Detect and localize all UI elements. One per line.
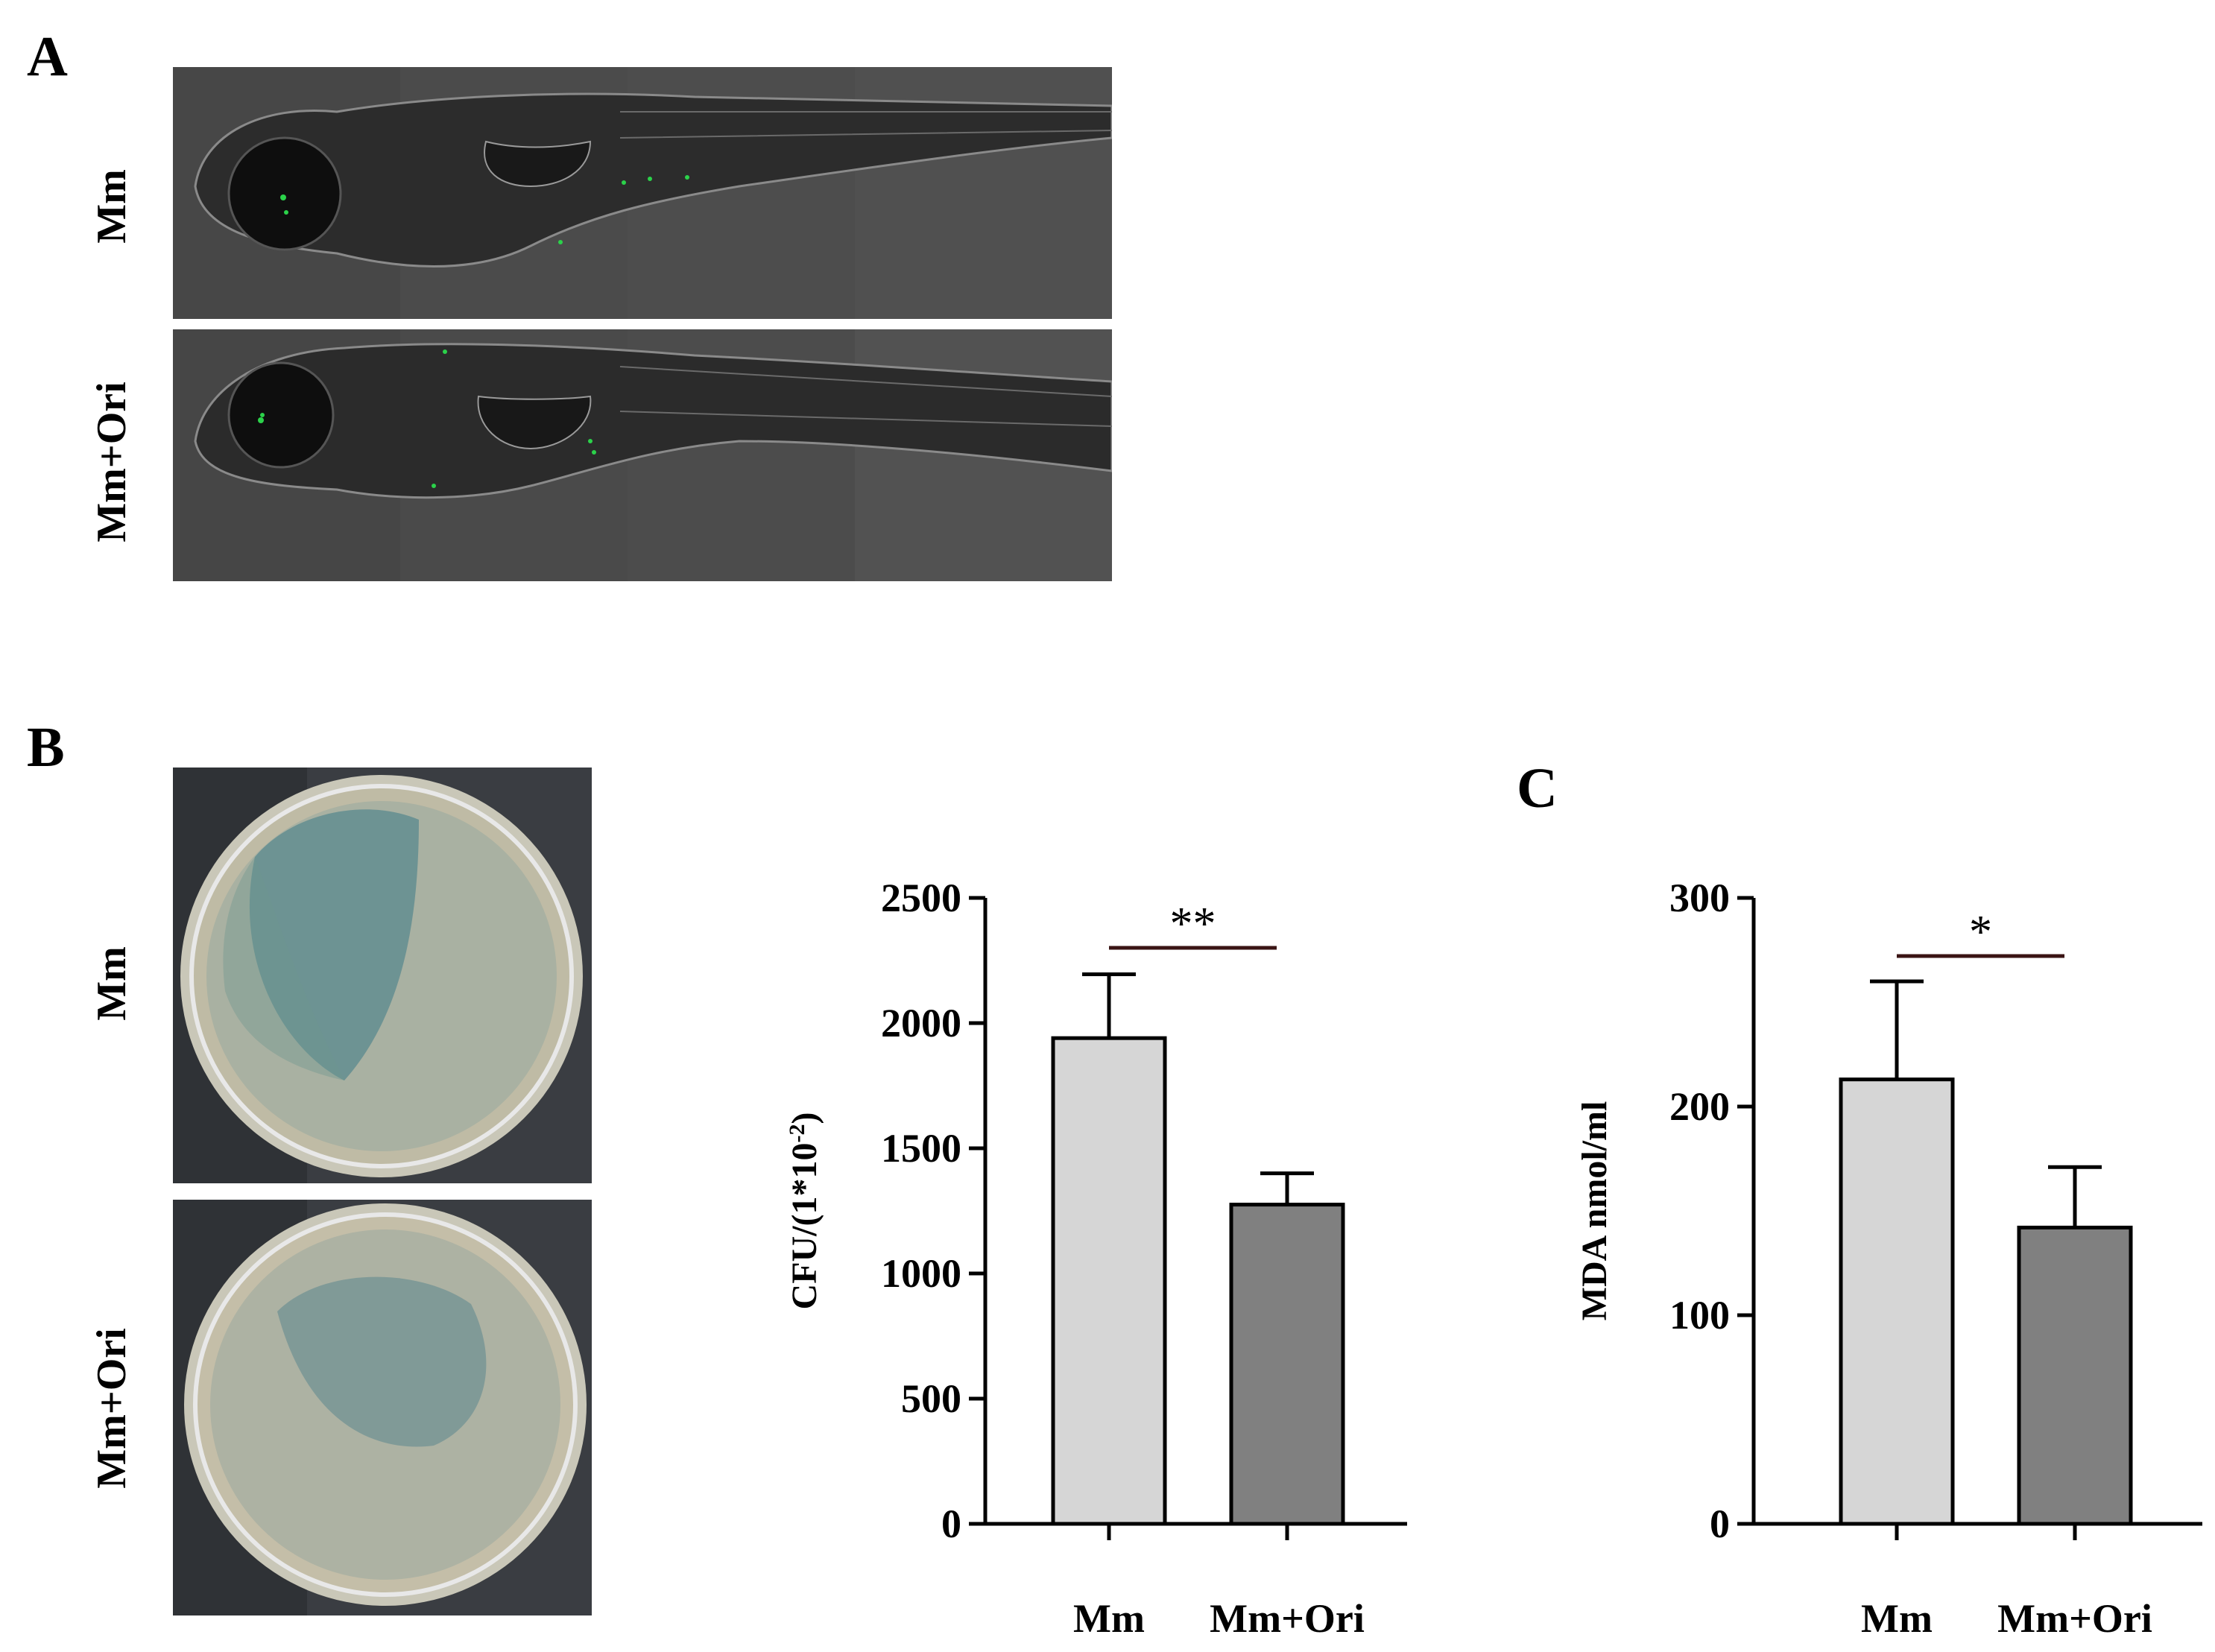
mda-bar-chart: 0 100 200 300 MDA nmol/ml Mm Mm+Ori * [1575, 876, 2202, 1641]
category-label: Mm [1861, 1596, 1933, 1641]
y-tick-label: 500 [901, 1376, 961, 1421]
y-tick-label: 2000 [881, 1001, 961, 1045]
y-tick-label: 300 [1669, 876, 1730, 920]
y-tick-label: 2500 [881, 876, 961, 920]
panel-c-label: C [1517, 757, 1558, 820]
zebrafish-image-mm [173, 67, 1112, 319]
y-tick-label: 200 [1669, 1084, 1730, 1129]
y-tick-label: 0 [941, 1501, 961, 1546]
panel-a-row-label-mm: Mm [89, 169, 135, 244]
y-tick-label: 0 [1710, 1501, 1730, 1546]
y-axis-title: MDA nmol/ml [1575, 1101, 1614, 1321]
panel-b-row-label-mm: Mm [89, 946, 135, 1021]
significance-marker: * [1969, 907, 1992, 958]
zebrafish-image-mm-ori [173, 329, 1112, 581]
bar-mm-ori [1229, 1203, 1345, 1526]
y-tick-label: 1500 [881, 1126, 961, 1171]
y-tick-label: 1000 [881, 1251, 961, 1296]
y-axis-title: CFU/(1*10-2) [785, 1113, 824, 1310]
bar-mm [1839, 1077, 1955, 1526]
petri-dish-image-mm-ori [173, 1200, 592, 1615]
petri-dish-image-mm [173, 768, 592, 1183]
significance-marker: ** [1170, 899, 1216, 949]
category-label: Mm [1073, 1596, 1145, 1641]
category-label: Mm+Ori [1997, 1596, 2152, 1641]
bar-mm-ori [2017, 1225, 2133, 1526]
category-label: Mm+Ori [1210, 1596, 1365, 1641]
y-tick-label: 100 [1669, 1293, 1730, 1338]
panel-b-label: B [27, 716, 65, 779]
panel-a-row-label-mm-ori: Mm+Ori [89, 382, 135, 542]
panel-b-row-label-mm-ori: Mm+Ori [89, 1328, 135, 1489]
panel-a-label: A [27, 25, 68, 88]
cfu-bar-chart: 0 500 1000 1500 2000 2500 CFU/(1*10-2) Mm Mm+Ori… [785, 876, 1407, 1641]
bar-mm [1051, 1036, 1167, 1526]
